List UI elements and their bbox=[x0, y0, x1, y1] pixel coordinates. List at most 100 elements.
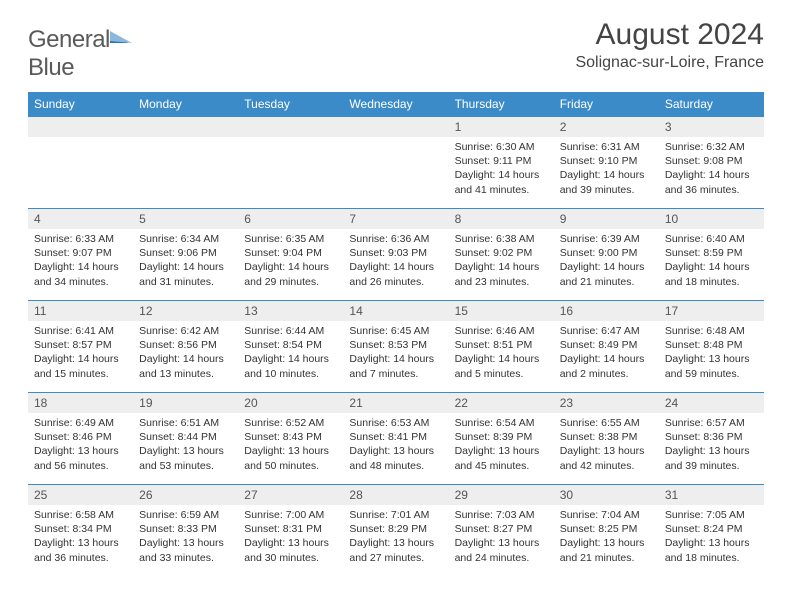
day-number: 26 bbox=[133, 485, 238, 505]
sunrise-line: Sunrise: 6:55 AM bbox=[560, 416, 653, 430]
calendar-week-row: 11Sunrise: 6:41 AMSunset: 8:57 PMDayligh… bbox=[28, 301, 764, 393]
day-body: Sunrise: 6:47 AMSunset: 8:49 PMDaylight:… bbox=[554, 321, 659, 385]
day-body: Sunrise: 7:00 AMSunset: 8:31 PMDaylight:… bbox=[238, 505, 343, 569]
sunrise-line: Sunrise: 6:36 AM bbox=[349, 232, 442, 246]
calendar-day-cell: 6Sunrise: 6:35 AMSunset: 9:04 PMDaylight… bbox=[238, 209, 343, 301]
day-number: 18 bbox=[28, 393, 133, 413]
calendar-table: SundayMondayTuesdayWednesdayThursdayFrid… bbox=[28, 92, 764, 577]
day-number: 6 bbox=[238, 209, 343, 229]
sunset-line: Sunset: 8:54 PM bbox=[244, 338, 337, 352]
daylight-line: Daylight: 14 hours and 18 minutes. bbox=[665, 260, 758, 288]
sunrise-line: Sunrise: 6:48 AM bbox=[665, 324, 758, 338]
day-body: Sunrise: 6:33 AMSunset: 9:07 PMDaylight:… bbox=[28, 229, 133, 293]
daylight-line: Daylight: 14 hours and 21 minutes. bbox=[560, 260, 653, 288]
daylight-line: Daylight: 14 hours and 15 minutes. bbox=[34, 352, 127, 380]
sunset-line: Sunset: 8:24 PM bbox=[665, 522, 758, 536]
day-body: Sunrise: 7:04 AMSunset: 8:25 PMDaylight:… bbox=[554, 505, 659, 569]
sunset-line: Sunset: 8:38 PM bbox=[560, 430, 653, 444]
day-body: Sunrise: 6:59 AMSunset: 8:33 PMDaylight:… bbox=[133, 505, 238, 569]
sunrise-line: Sunrise: 6:41 AM bbox=[34, 324, 127, 338]
page-header: General Blue August 2024 Solignac-sur-Lo… bbox=[28, 18, 764, 82]
sunrise-line: Sunrise: 6:57 AM bbox=[665, 416, 758, 430]
calendar-day-cell: 16Sunrise: 6:47 AMSunset: 8:49 PMDayligh… bbox=[554, 301, 659, 393]
day-number: 29 bbox=[449, 485, 554, 505]
sunrise-line: Sunrise: 6:53 AM bbox=[349, 416, 442, 430]
sunset-line: Sunset: 8:31 PM bbox=[244, 522, 337, 536]
calendar-day-cell: 2Sunrise: 6:31 AMSunset: 9:10 PMDaylight… bbox=[554, 117, 659, 209]
logo-word2: Blue bbox=[28, 54, 74, 81]
day-body: Sunrise: 6:49 AMSunset: 8:46 PMDaylight:… bbox=[28, 413, 133, 477]
calendar-week-row: 4Sunrise: 6:33 AMSunset: 9:07 PMDaylight… bbox=[28, 209, 764, 301]
title-block: August 2024 Solignac-sur-Loire, France bbox=[575, 18, 764, 72]
sunset-line: Sunset: 8:43 PM bbox=[244, 430, 337, 444]
sunset-line: Sunset: 8:46 PM bbox=[34, 430, 127, 444]
daylight-line: Daylight: 14 hours and 5 minutes. bbox=[455, 352, 548, 380]
sunrise-line: Sunrise: 6:31 AM bbox=[560, 140, 653, 154]
calendar-header-row: SundayMondayTuesdayWednesdayThursdayFrid… bbox=[28, 92, 764, 117]
calendar-day-cell: 20Sunrise: 6:52 AMSunset: 8:43 PMDayligh… bbox=[238, 393, 343, 485]
day-header: Thursday bbox=[449, 92, 554, 117]
sunset-line: Sunset: 8:36 PM bbox=[665, 430, 758, 444]
day-number: 1 bbox=[449, 117, 554, 137]
sunrise-line: Sunrise: 6:38 AM bbox=[455, 232, 548, 246]
calendar-day-cell: 26Sunrise: 6:59 AMSunset: 8:33 PMDayligh… bbox=[133, 485, 238, 577]
day-body: Sunrise: 6:57 AMSunset: 8:36 PMDaylight:… bbox=[659, 413, 764, 477]
day-number: 9 bbox=[554, 209, 659, 229]
sunset-line: Sunset: 9:02 PM bbox=[455, 246, 548, 260]
calendar-week-row: 1Sunrise: 6:30 AMSunset: 9:11 PMDaylight… bbox=[28, 117, 764, 209]
calendar-day-cell: 22Sunrise: 6:54 AMSunset: 8:39 PMDayligh… bbox=[449, 393, 554, 485]
sunrise-line: Sunrise: 7:05 AM bbox=[665, 508, 758, 522]
day-number: 5 bbox=[133, 209, 238, 229]
daylight-line: Daylight: 13 hours and 33 minutes. bbox=[139, 536, 232, 564]
sunset-line: Sunset: 8:27 PM bbox=[455, 522, 548, 536]
calendar-empty-cell bbox=[28, 117, 133, 209]
day-body: Sunrise: 6:40 AMSunset: 8:59 PMDaylight:… bbox=[659, 229, 764, 293]
day-number: 16 bbox=[554, 301, 659, 321]
day-body: Sunrise: 6:39 AMSunset: 9:00 PMDaylight:… bbox=[554, 229, 659, 293]
sunset-line: Sunset: 8:39 PM bbox=[455, 430, 548, 444]
daylight-line: Daylight: 13 hours and 53 minutes. bbox=[139, 444, 232, 472]
daylight-line: Daylight: 13 hours and 45 minutes. bbox=[455, 444, 548, 472]
calendar-thead: SundayMondayTuesdayWednesdayThursdayFrid… bbox=[28, 92, 764, 117]
day-header: Friday bbox=[554, 92, 659, 117]
sunrise-line: Sunrise: 6:58 AM bbox=[34, 508, 127, 522]
calendar-day-cell: 12Sunrise: 6:42 AMSunset: 8:56 PMDayligh… bbox=[133, 301, 238, 393]
sunset-line: Sunset: 9:00 PM bbox=[560, 246, 653, 260]
day-number: 31 bbox=[659, 485, 764, 505]
day-number: 17 bbox=[659, 301, 764, 321]
logo-flag-icon bbox=[110, 26, 134, 46]
daylight-line: Daylight: 13 hours and 36 minutes. bbox=[34, 536, 127, 564]
day-body: Sunrise: 6:53 AMSunset: 8:41 PMDaylight:… bbox=[343, 413, 448, 477]
sunset-line: Sunset: 9:07 PM bbox=[34, 246, 127, 260]
day-body: Sunrise: 6:42 AMSunset: 8:56 PMDaylight:… bbox=[133, 321, 238, 385]
day-number: 24 bbox=[659, 393, 764, 413]
calendar-day-cell: 27Sunrise: 7:00 AMSunset: 8:31 PMDayligh… bbox=[238, 485, 343, 577]
daylight-line: Daylight: 13 hours and 48 minutes. bbox=[349, 444, 442, 472]
day-body: Sunrise: 6:38 AMSunset: 9:02 PMDaylight:… bbox=[449, 229, 554, 293]
day-number bbox=[133, 117, 238, 137]
logo-word1: General bbox=[28, 26, 110, 53]
sunset-line: Sunset: 8:34 PM bbox=[34, 522, 127, 536]
day-number: 23 bbox=[554, 393, 659, 413]
day-body: Sunrise: 6:45 AMSunset: 8:53 PMDaylight:… bbox=[343, 321, 448, 385]
sunrise-line: Sunrise: 6:46 AM bbox=[455, 324, 548, 338]
daylight-line: Daylight: 13 hours and 56 minutes. bbox=[34, 444, 127, 472]
daylight-line: Daylight: 14 hours and 26 minutes. bbox=[349, 260, 442, 288]
calendar-day-cell: 1Sunrise: 6:30 AMSunset: 9:11 PMDaylight… bbox=[449, 117, 554, 209]
sunrise-line: Sunrise: 6:30 AM bbox=[455, 140, 548, 154]
day-number: 7 bbox=[343, 209, 448, 229]
calendar-week-row: 18Sunrise: 6:49 AMSunset: 8:46 PMDayligh… bbox=[28, 393, 764, 485]
calendar-day-cell: 18Sunrise: 6:49 AMSunset: 8:46 PMDayligh… bbox=[28, 393, 133, 485]
calendar-day-cell: 9Sunrise: 6:39 AMSunset: 9:00 PMDaylight… bbox=[554, 209, 659, 301]
day-body: Sunrise: 6:32 AMSunset: 9:08 PMDaylight:… bbox=[659, 137, 764, 201]
calendar-day-cell: 30Sunrise: 7:04 AMSunset: 8:25 PMDayligh… bbox=[554, 485, 659, 577]
daylight-line: Daylight: 14 hours and 34 minutes. bbox=[34, 260, 127, 288]
sunset-line: Sunset: 9:03 PM bbox=[349, 246, 442, 260]
day-body: Sunrise: 6:44 AMSunset: 8:54 PMDaylight:… bbox=[238, 321, 343, 385]
calendar-day-cell: 19Sunrise: 6:51 AMSunset: 8:44 PMDayligh… bbox=[133, 393, 238, 485]
daylight-line: Daylight: 13 hours and 42 minutes. bbox=[560, 444, 653, 472]
sunrise-line: Sunrise: 7:00 AM bbox=[244, 508, 337, 522]
sunrise-line: Sunrise: 6:42 AM bbox=[139, 324, 232, 338]
day-number: 30 bbox=[554, 485, 659, 505]
day-body: Sunrise: 6:36 AMSunset: 9:03 PMDaylight:… bbox=[343, 229, 448, 293]
